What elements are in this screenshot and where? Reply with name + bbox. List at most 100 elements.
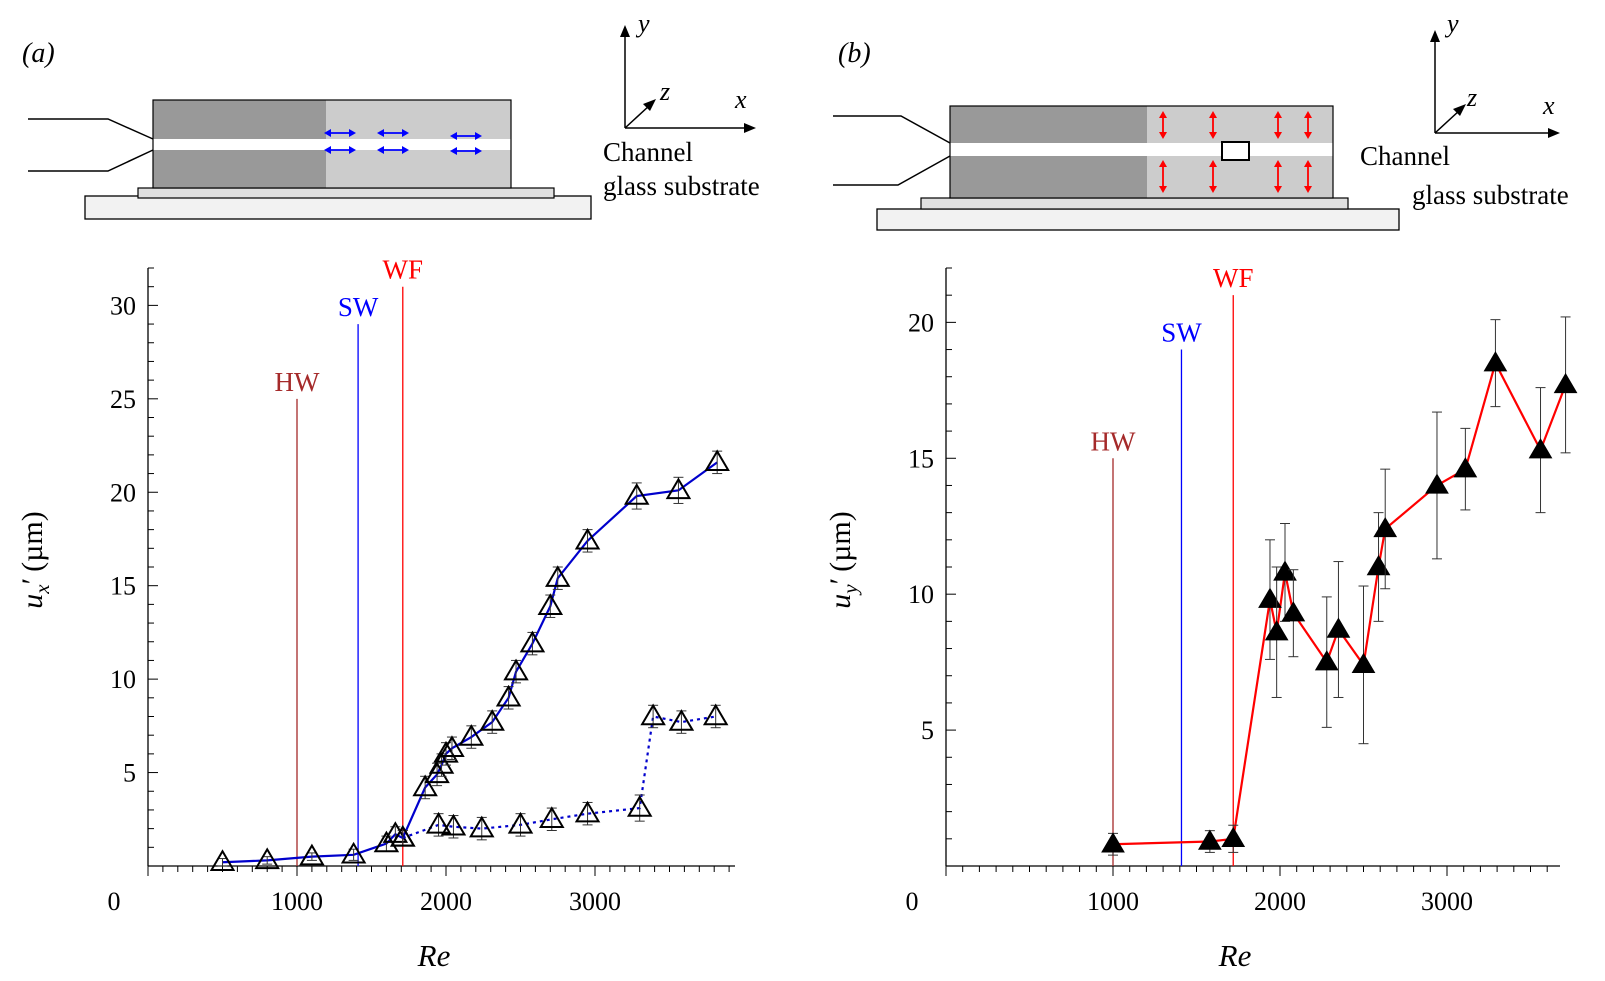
data-point	[425, 811, 452, 834]
data-point	[1483, 351, 1508, 372]
vline-label-hw: HW	[275, 367, 320, 397]
data-point	[640, 703, 666, 726]
schematic-a: (a) y z x Channel glass substrate	[22, 9, 760, 220]
data-point	[479, 709, 505, 731]
data-point	[545, 565, 571, 587]
data-point	[539, 806, 565, 828]
y-tick-label: 30	[110, 291, 136, 320]
y-tick-label: 20	[908, 308, 934, 337]
data-point	[412, 774, 438, 797]
data-point	[209, 849, 236, 871]
channel-outline-b	[949, 105, 1334, 199]
double-arrow-head	[1209, 160, 1217, 167]
data-point	[704, 449, 730, 472]
double-arrow-head	[1304, 132, 1312, 139]
glass-slide-a	[84, 195, 592, 220]
double-arrow-head	[1159, 132, 1167, 139]
data-point	[254, 847, 280, 870]
glass-substrate-b	[920, 197, 1349, 210]
data-point	[340, 841, 367, 864]
x-tick-label: 3000	[569, 887, 621, 916]
data-point	[1425, 473, 1449, 494]
y-tick-label: 10	[908, 580, 934, 609]
axis-z-label-a: z	[659, 77, 670, 106]
data-point	[1326, 617, 1351, 638]
inlet-line-top-b	[833, 115, 951, 144]
data-point	[626, 795, 653, 817]
inlet-line-top-a	[28, 118, 154, 140]
double-arrow-head	[324, 146, 331, 154]
data-point	[574, 527, 601, 550]
inlet-line-bottom-b	[833, 155, 951, 186]
double-arrow-head	[1209, 111, 1217, 118]
double-arrow-head	[402, 129, 409, 137]
caption-channel-a: Channel	[603, 137, 693, 167]
axis-y-label-b: y	[1444, 9, 1459, 38]
data-point	[299, 843, 325, 866]
data-point	[1221, 826, 1246, 848]
data-point	[665, 477, 692, 500]
glass-substrate-a	[137, 187, 555, 199]
panel-label-b: (b)	[838, 38, 871, 69]
double-arrow-head	[475, 132, 482, 140]
channel-gap-b	[950, 143, 1333, 156]
data-point	[519, 630, 546, 653]
data-point	[1366, 555, 1391, 576]
axis-y-label-a: y	[635, 9, 650, 38]
x-displacement-arrows	[324, 129, 482, 155]
coordinate-axes-b: y z x	[1430, 9, 1560, 138]
data-point	[537, 593, 564, 615]
channel-gap-a	[153, 139, 511, 150]
double-arrow-head	[349, 129, 356, 137]
double-arrow-head	[1274, 111, 1282, 118]
caption-substrate-a: glass substrate	[603, 171, 760, 201]
data-point	[1281, 601, 1306, 622]
x-tick-label: 1000	[1087, 887, 1139, 916]
data-point	[458, 724, 485, 746]
data-point	[428, 752, 455, 774]
y-tick-label: 15	[908, 444, 934, 473]
data-point	[507, 811, 534, 834]
vline-label-hw: HW	[1091, 426, 1136, 456]
data-point	[439, 735, 465, 757]
double-arrow-head	[1304, 186, 1312, 193]
schematic-b: (b) y z x Channel glass substrate	[833, 9, 1569, 231]
ylabel-b: uy′(µm)	[824, 511, 862, 609]
y-tick-label: 15	[110, 572, 136, 601]
double-arrow-head	[450, 132, 457, 140]
double-arrow-head	[1304, 160, 1312, 167]
double-arrow-head	[1274, 186, 1282, 193]
double-arrow-head	[324, 129, 331, 137]
double-arrow-head	[1209, 186, 1217, 193]
y-tick-label: 5	[123, 759, 136, 788]
plot-b-marks: 0 1000 2000 3000 5 10 15 20 HW SW WF	[906, 263, 1578, 916]
axis-z-label-b: z	[1466, 83, 1477, 112]
x-tick-label: 3000	[1421, 887, 1473, 916]
double-arrow-head	[1159, 111, 1167, 118]
double-arrow-head	[377, 146, 384, 154]
y-displacement-arrows	[1159, 111, 1312, 193]
data-point	[469, 815, 495, 838]
data-point	[440, 813, 467, 836]
data-point	[1528, 438, 1553, 459]
data-point	[623, 483, 650, 505]
caption-substrate-b: glass substrate	[1412, 180, 1569, 210]
vline-label-wf: WF	[1213, 263, 1254, 293]
x-tick-label: 2000	[420, 887, 472, 916]
data-point	[1373, 516, 1398, 538]
y-tick-label: 5	[921, 716, 934, 745]
caption-channel-b: Channel	[1360, 141, 1450, 171]
double-arrow-head	[1274, 160, 1282, 167]
xlabel-b: Re	[1218, 938, 1252, 973]
data-point	[1101, 832, 1125, 853]
vline-label-sw: SW	[1161, 318, 1202, 348]
y-tick-label: 25	[110, 385, 136, 414]
y-tick-label: 10	[110, 665, 136, 694]
vline-label-sw: SW	[338, 292, 379, 322]
channel-outline-a	[152, 99, 512, 189]
ylabel-a: ux′(µm)	[16, 511, 54, 609]
data-point	[1553, 372, 1578, 394]
x-tick-label: 1000	[271, 887, 323, 916]
